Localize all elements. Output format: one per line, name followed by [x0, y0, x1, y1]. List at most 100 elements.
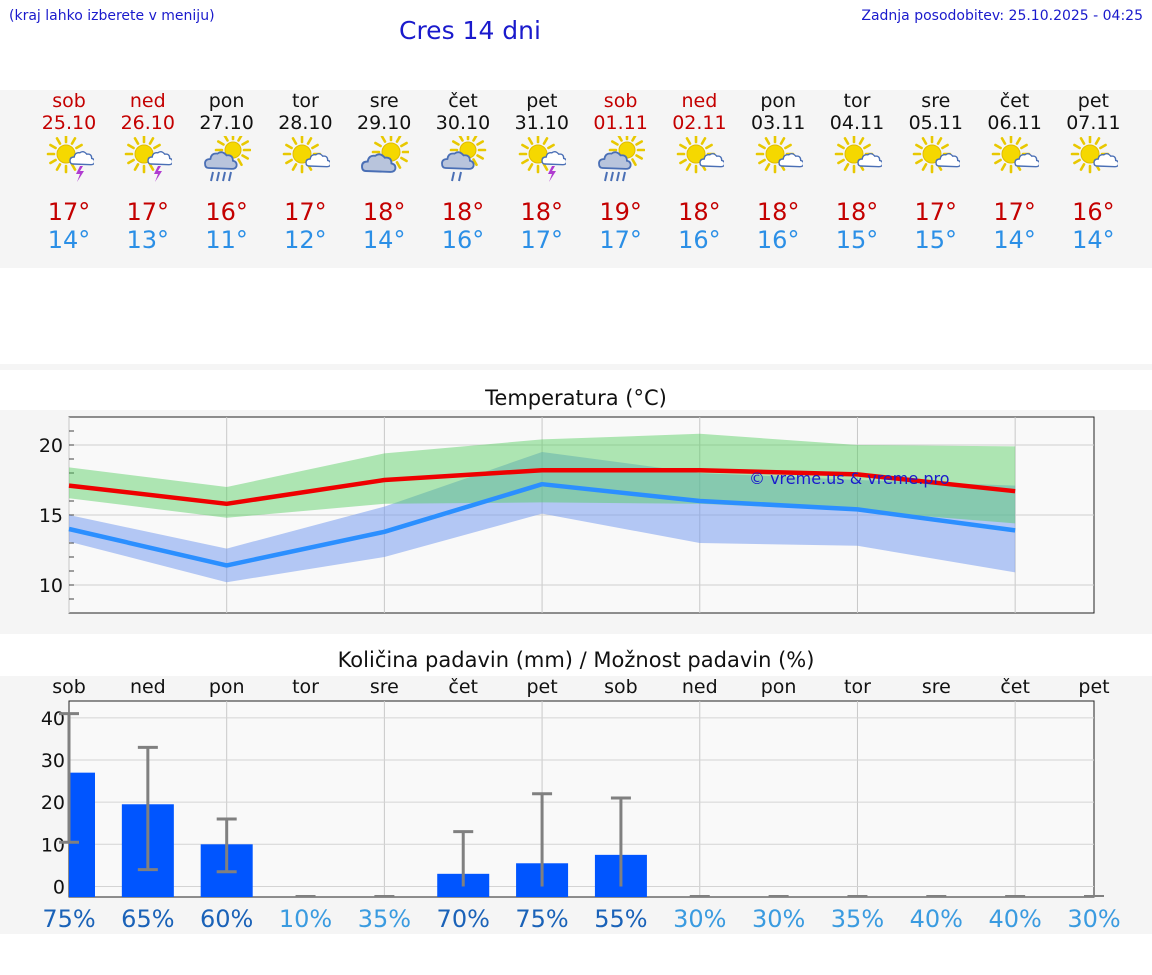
day-column: ned 02.11 18° 16° [660, 90, 739, 260]
max-temperature: 17° [993, 198, 1036, 226]
max-temperature: 17° [914, 198, 958, 226]
precipitation-chance: 35% [831, 905, 884, 933]
min-temperature: 12° [284, 226, 327, 254]
day-name: sre [369, 90, 399, 112]
separator [0, 364, 1152, 370]
max-temperature: 18° [441, 198, 485, 226]
day-date: 07.11 [1066, 112, 1121, 134]
category-label: sob [52, 676, 86, 698]
precipitation-chance: 10% [279, 905, 332, 933]
max-temperature: 16° [1072, 198, 1115, 226]
precipitation-chance: 70% [437, 905, 490, 933]
day-name: ned [681, 90, 718, 112]
day-column: pon 27.10 16° 11° [187, 90, 266, 260]
location-hint: (kraj lahko izberete v meniju) [9, 8, 215, 24]
sun-thunder-icon [46, 136, 94, 182]
precipitation-chance: 75% [42, 905, 95, 933]
max-temperature: 18° [756, 198, 800, 226]
day-name: čet [448, 90, 478, 112]
day-date: 27.10 [199, 112, 254, 134]
precipitation-chance: 75% [515, 905, 568, 933]
max-temperature: 17° [284, 198, 327, 226]
day-column: pon 03.11 18° 16° [739, 90, 818, 260]
day-column: tor 04.11 18° 15° [818, 90, 897, 260]
category-label: ned [682, 676, 718, 698]
precipitation-chance: 30% [1067, 905, 1120, 933]
day-column: pet 07.11 16° 14° [1054, 90, 1133, 260]
category-label: čet [448, 676, 478, 698]
min-temperature: 17° [599, 226, 642, 254]
min-temperature: 17° [520, 226, 564, 254]
min-temperature: 16° [756, 226, 800, 254]
y-tick-label: 20 [39, 435, 63, 457]
day-date: 03.11 [750, 112, 806, 134]
day-date: 28.10 [278, 112, 333, 134]
max-temperature-line [68, 467, 1016, 507]
category-label: tor [292, 676, 319, 698]
precipitation-bar [69, 772, 95, 897]
category-label: sre [922, 676, 951, 698]
precipitation-chance: 30% [752, 905, 805, 933]
min-temperature: 14° [362, 226, 406, 254]
last-update: Zadnja posodobitev: 25.10.2025 - 04:25 [861, 8, 1143, 24]
precipitation-chance: 40% [988, 905, 1041, 933]
day-column: sob 01.11 19° 17° [581, 90, 660, 260]
forecast-strip-background [0, 90, 1152, 268]
max-temperature-range [69, 433, 1016, 524]
min-temperature: 16° [678, 226, 721, 254]
day-date: 06.11 [987, 112, 1042, 134]
day-date: 29.10 [356, 112, 412, 134]
sun-cloud-icon [1070, 136, 1118, 174]
precipitation-chance: 35% [358, 905, 411, 933]
min-temperature: 11° [205, 226, 248, 254]
day-column: sob 25.10 17° 14° [30, 90, 109, 260]
day-date: 04.11 [829, 112, 885, 134]
day-name: pet [1077, 90, 1109, 112]
y-tick-label: 40 [41, 708, 65, 730]
day-column: čet 30.10 18° 16° [424, 90, 503, 260]
day-name: čet [999, 90, 1030, 112]
category-label: pon [761, 676, 797, 698]
min-temperature: 15° [914, 226, 958, 254]
precipitation-chance: 65% [121, 905, 174, 933]
max-temperature: 17° [47, 198, 91, 226]
day-name: tor [843, 90, 871, 112]
day-column: sre 05.11 17° 15° [896, 90, 975, 260]
sun-rain-icon [598, 136, 646, 182]
min-temperature: 14° [47, 226, 91, 254]
day-column: čet 06.11 17° 14° [975, 90, 1054, 260]
min-temperature: 15° [835, 226, 879, 254]
min-temperature: 13° [126, 226, 170, 254]
sun-cloud-icon [834, 136, 882, 174]
category-label: ned [130, 676, 166, 698]
page-title: Cres 14 dni [399, 16, 541, 45]
y-tick-label: 20 [41, 792, 65, 814]
category-label: pet [1078, 676, 1109, 698]
max-temperature: 17° [126, 198, 170, 226]
y-tick-label: 10 [41, 834, 65, 856]
sun-cloud-icon [755, 136, 803, 174]
max-temperature: 18° [835, 198, 879, 226]
temperature-chart: 10 15 20 © vreme.us & vreme.pro [39, 416, 1095, 614]
day-column: ned 26.10 17° 13° [108, 90, 187, 260]
precipitation-chart: sob ned pon tor sre čet pet sob ned pon tor sre čet p… [41, 676, 1121, 933]
temperature-chart-title: Temperatura (°C) [485, 386, 667, 410]
precipitation-chance: 30% [673, 905, 726, 933]
day-name: pet [526, 90, 558, 112]
precipitation-chance: 60% [200, 905, 253, 933]
min-temperature-line [68, 481, 1016, 568]
day-date: 25.10 [41, 112, 97, 134]
y-tick-label: 10 [39, 575, 63, 597]
cloud-sun-icon [360, 136, 409, 173]
cloud-rain-icon [440, 136, 486, 182]
min-temperature: 14° [993, 226, 1036, 254]
category-label: čet [1000, 676, 1030, 698]
min-temperature: 14° [1072, 226, 1115, 254]
sun-cloud-icon [676, 136, 724, 174]
day-name: ned [129, 90, 166, 112]
y-tick-label: 30 [41, 750, 65, 772]
max-temperature: 18° [678, 198, 721, 226]
max-temperature: 18° [520, 198, 564, 226]
max-temperature: 16° [205, 198, 248, 226]
sun-cloud-icon [912, 136, 961, 174]
